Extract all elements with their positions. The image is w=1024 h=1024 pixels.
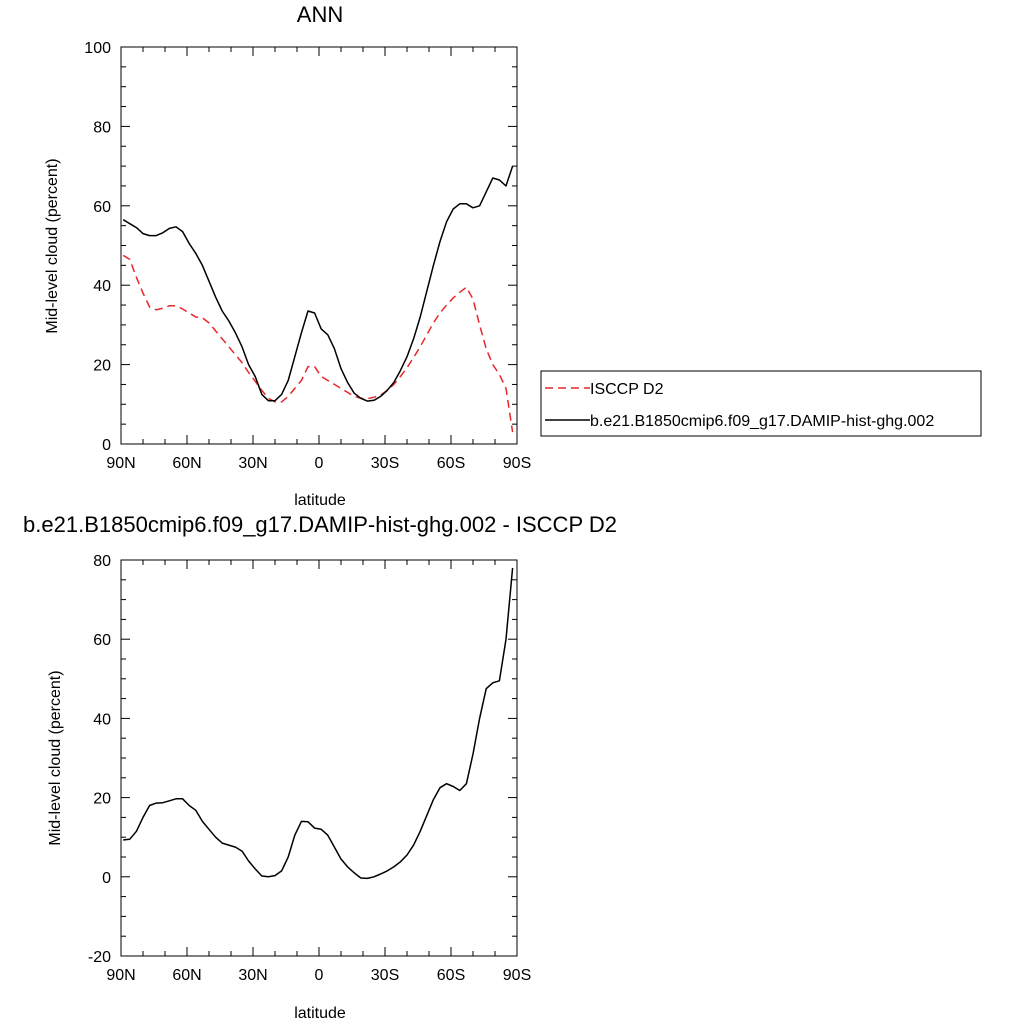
x-axis-label: latitude: [294, 492, 346, 509]
plot-annual-mean: 90N 60N 30N 0 30S 60S 90S 0 20 40 60 80 100: [84, 40, 531, 472]
x-tick-label: 60N: [172, 967, 201, 984]
plot-frame: [120, 46, 518, 445]
legend-box: [540, 370, 982, 437]
y-tick-label: 60: [93, 199, 111, 216]
y-axis-label: Mid-level cloud (percent): [44, 158, 61, 333]
y-tick-label: 80: [93, 553, 111, 570]
x-tick-label: 0: [315, 455, 324, 472]
x-tick-label: 30S: [371, 967, 399, 984]
x-tick-label: 0: [315, 967, 324, 984]
y-tick-label: 40: [93, 278, 111, 295]
x-tick-label: 90S: [503, 967, 531, 984]
x-tick-label: 60N: [172, 455, 201, 472]
chart-title: ANN: [297, 2, 343, 27]
plot-difference: 90N 60N 30N 0 30S 60S 90S -20 0 20 40 60 80: [88, 553, 531, 984]
y-tick-label: 80: [93, 119, 111, 136]
x-tick-label: 30N: [238, 455, 267, 472]
legend-label-isccp: ISCCP D2: [590, 381, 664, 398]
y-tick-label: 100: [84, 40, 111, 57]
legend: ISCCP D2 b.e21.B1850cmip6.f09_g17.DAMIP-…: [540, 370, 982, 437]
x-tick-label: 90N: [106, 967, 135, 984]
x-tick-label: 60S: [437, 455, 465, 472]
legend-label-model: b.e21.B1850cmip6.f09_g17.DAMIP-hist-ghg.…: [590, 413, 934, 430]
y-axis-label-bottom: Mid-level cloud (percent): [47, 670, 64, 845]
x-tick-label: 30S: [371, 455, 399, 472]
difference-chart-title: b.e21.B1850cmip6.f09_g17.DAMIP-hist-ghg.…: [23, 512, 617, 537]
y-tick-label: 0: [102, 870, 111, 887]
plot-frame: [120, 559, 518, 957]
series-line-1: [123, 567, 514, 880]
x-tick-label: 90N: [106, 455, 135, 472]
y-tick-label: 60: [93, 632, 111, 649]
x-tick-label: 60S: [437, 967, 465, 984]
x-tick-label: 30N: [238, 967, 267, 984]
y-tick-label: 20: [93, 791, 111, 808]
y-tick-label: 40: [93, 711, 111, 728]
x-axis-label-bottom: latitude: [294, 1005, 346, 1022]
y-tick-label: -20: [88, 949, 111, 966]
y-tick-label: 20: [93, 358, 111, 375]
series-line-2: [122, 165, 514, 402]
series-line-1: [122, 254, 514, 433]
x-tick-label: 90S: [503, 455, 531, 472]
y-tick-label: 0: [102, 437, 111, 454]
